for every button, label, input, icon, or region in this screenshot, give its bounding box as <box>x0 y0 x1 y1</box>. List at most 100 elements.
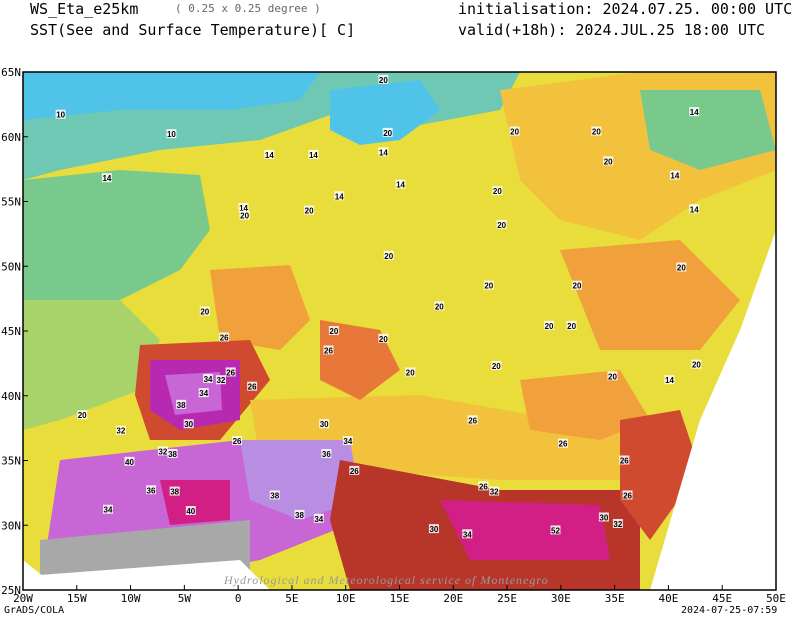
contour-label-bg <box>689 107 700 117</box>
x-tick-label: 15E <box>390 592 410 605</box>
contour-label: 36 <box>322 450 331 459</box>
contour-label-bg <box>434 301 445 311</box>
contour-label: 20 <box>379 335 388 344</box>
contour-label: 20 <box>608 372 617 381</box>
y-tick-label: 40N <box>1 390 21 403</box>
contour-label: 14 <box>239 204 248 213</box>
footer-left: GrADS/COLA <box>4 605 65 616</box>
contour-label: 38 <box>170 488 179 497</box>
contour-label-bg <box>607 371 618 381</box>
contour-label: 14 <box>335 192 344 201</box>
contour-label: 20 <box>545 322 554 331</box>
contour-label: 14 <box>102 174 111 183</box>
map-field <box>23 72 776 590</box>
contour-label-bg <box>313 513 324 523</box>
x-tick-label: 0 <box>235 592 242 605</box>
contour-label-bg <box>558 438 569 448</box>
contour-label: 20 <box>329 327 338 336</box>
contour-label: 38 <box>295 511 304 520</box>
contour-label-bg <box>496 219 507 229</box>
contour-label-bg <box>544 320 555 330</box>
contour-label-bg <box>55 109 66 119</box>
contour-label-bg <box>334 191 345 201</box>
contour-label-bg <box>239 210 250 220</box>
model-name: WS_Eta_e25km <box>30 0 139 18</box>
contour-label-bg <box>238 202 249 212</box>
x-tick-label: 30E <box>551 592 571 605</box>
contour-label-bg <box>77 410 88 420</box>
contour-label: 20 <box>567 322 576 331</box>
x-tick-label: 10W <box>121 592 141 605</box>
contour-label-bg <box>198 388 209 398</box>
contour-label: 32 <box>116 427 125 436</box>
x-tick-label: 5E <box>285 592 298 605</box>
contour-label: 30 <box>184 420 193 429</box>
contour-label-bg <box>146 485 157 495</box>
contour-label: 10 <box>56 111 65 120</box>
contour-label-bg <box>167 449 178 459</box>
contour-label-bg <box>689 204 700 214</box>
x-tick-label: 10E <box>336 592 356 605</box>
contour-label: 30 <box>320 420 329 429</box>
contour-label-bg <box>342 436 353 446</box>
contour-label: 26 <box>248 383 257 392</box>
contour-label: 26 <box>559 440 568 449</box>
resolution-label: ( 0.25 x 0.25 degree ) <box>175 2 321 15</box>
x-axis-ticks: 20W 15W 10W 5W 0 5E 10E 15E 20E 25E 30E 35E 40E 45E 50… <box>13 585 786 605</box>
contour-label: 14 <box>690 108 699 117</box>
contour-label-bg <box>428 524 439 534</box>
contour-label: 38 <box>177 401 186 410</box>
y-tick-label: 60N <box>1 131 21 144</box>
y-tick-label: 50N <box>1 260 21 273</box>
contour-label: 14 <box>265 151 274 160</box>
contour-label-bg <box>383 250 394 260</box>
contour-label-bg <box>232 436 243 446</box>
contour-label-bg <box>176 399 187 409</box>
contour-label-bg <box>462 529 473 539</box>
contour-label: 26 <box>620 457 629 466</box>
x-tick-label: 20E <box>443 592 463 605</box>
contour-label: 20 <box>78 411 87 420</box>
contour-label-bg <box>483 280 494 290</box>
x-tick-label: 45E <box>712 592 732 605</box>
contour-label-bg <box>378 74 389 84</box>
contour-label-bg <box>378 147 389 157</box>
contour-label: 14 <box>665 376 674 385</box>
y-tick-label: 35N <box>1 455 21 468</box>
y-axis-ticks: 65N 60N 55N 50N 45N 40N 35N 30N 25N <box>1 66 28 597</box>
contour-label: 26 <box>324 346 333 355</box>
contour-label: 30 <box>599 513 608 522</box>
contour-label-bg <box>691 359 702 369</box>
contour-label: 20 <box>677 264 686 273</box>
contour-label: 20 <box>510 128 519 137</box>
contour-label-bg <box>321 449 332 459</box>
contour-label-bg <box>247 381 258 391</box>
x-tick-label: 35E <box>605 592 625 605</box>
contour-label-bg <box>264 149 275 159</box>
contour-label: 40 <box>186 507 195 516</box>
contour-label: 20 <box>240 212 249 221</box>
contour-label-bg <box>405 367 416 377</box>
contour-label: 14 <box>396 181 405 190</box>
contour-label-bg <box>304 205 315 215</box>
valid-time: valid(+18h): 2024.JUL.25 18:00 UTC <box>458 21 766 39</box>
contour-label: 20 <box>379 76 388 85</box>
x-tick-label: 15W <box>67 592 87 605</box>
contour-label-bg <box>157 446 168 456</box>
contour-label: 40 <box>125 458 134 467</box>
contour-label: 20 <box>384 252 393 261</box>
contour-label: 20 <box>493 187 502 196</box>
contour-label: 20 <box>492 362 501 371</box>
contour-label-bg <box>323 345 334 355</box>
contour-label: 14 <box>309 151 318 160</box>
contour-label: 26 <box>350 467 359 476</box>
contour-label-bg <box>169 486 180 496</box>
contour-label: 20 <box>383 129 392 138</box>
contour-label-bg <box>478 481 489 491</box>
contour-label: 32 <box>158 447 167 456</box>
contour-label-bg <box>102 504 113 514</box>
contour-label: 10 <box>167 130 176 139</box>
init-time: initialisation: 2024.07.25. 00:00 UTC <box>458 0 793 18</box>
